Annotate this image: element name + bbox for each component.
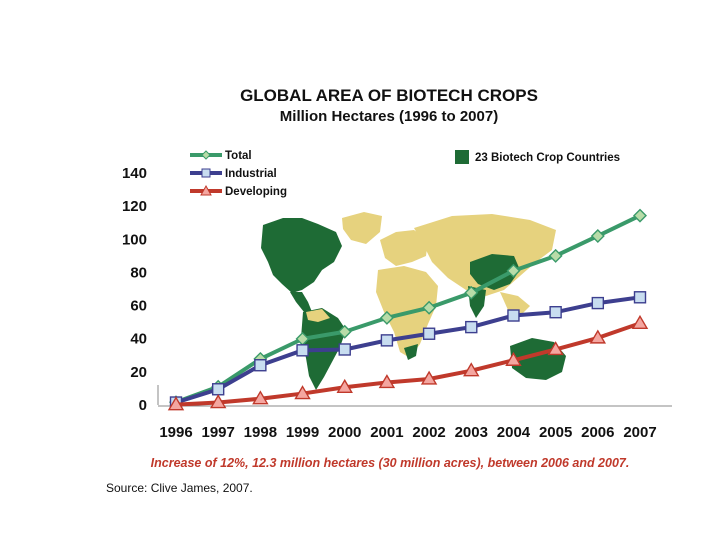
data-point-total xyxy=(506,263,521,278)
x-tick-label: 1997 xyxy=(201,424,234,441)
map-central-america xyxy=(290,292,312,312)
data-point-developing xyxy=(209,394,227,409)
data-point-industrial xyxy=(296,344,309,357)
x-tick-label: 2007 xyxy=(623,424,656,441)
map-greenland xyxy=(342,212,382,244)
legend-label-biotech-countries: 23 Biotech Crop Countries xyxy=(475,152,620,164)
data-point-industrial xyxy=(338,343,351,356)
data-point-total xyxy=(337,324,352,339)
y-tick-label: 60 xyxy=(130,298,147,315)
legend-label-industrial: Industrial xyxy=(225,168,277,180)
world-map-background xyxy=(261,212,566,390)
data-point-developing xyxy=(589,329,607,344)
chart-subtitle: Million Hectares (1996 to 2007) xyxy=(280,108,498,125)
data-point-developing xyxy=(505,351,522,366)
x-tick-label: 2006 xyxy=(581,424,614,441)
x-axis-ticks: 1996 1997 1998 1999 2000 2001 2002 2003 2004 2005… xyxy=(159,424,656,441)
data-point-industrial xyxy=(380,334,394,347)
y-tick-label: 140 xyxy=(122,165,147,182)
y-tick-label: 40 xyxy=(130,331,147,348)
data-point-developing xyxy=(294,385,311,400)
data-point-total xyxy=(422,300,437,315)
map-south-america-north xyxy=(306,309,330,322)
series-line-developing xyxy=(175,321,641,407)
data-point-industrial xyxy=(549,306,562,319)
data-point-industrial xyxy=(591,296,605,310)
y-tick-label: 120 xyxy=(122,198,147,215)
data-point-developing xyxy=(463,362,480,377)
data-point-industrial xyxy=(465,320,478,334)
x-tick-label: 2003 xyxy=(455,424,488,441)
axes xyxy=(157,385,672,407)
data-point-industrial xyxy=(507,309,520,322)
data-point-total xyxy=(464,285,479,300)
x-tick-label: 2002 xyxy=(412,424,445,441)
data-point-developing xyxy=(336,378,353,393)
data-point-developing xyxy=(547,341,564,356)
legend-item-developing: Developing xyxy=(190,184,287,198)
legend-label-developing: Developing xyxy=(225,186,287,198)
map-north-america xyxy=(261,218,342,293)
series-developing xyxy=(167,314,649,411)
legend-item-industrial: Industrial xyxy=(190,168,277,180)
series-layer xyxy=(167,208,649,411)
map-south-africa xyxy=(404,344,418,360)
biotech-country-swatch xyxy=(455,150,469,164)
map-europe xyxy=(380,230,428,266)
x-tick-label: 2000 xyxy=(328,424,361,441)
data-point-total xyxy=(590,228,605,243)
data-point-developing xyxy=(420,370,438,385)
chart-annotation: Increase of 12%, 12.3 million hectares (… xyxy=(151,456,630,470)
data-point-developing xyxy=(167,396,185,411)
data-point-industrial xyxy=(422,327,436,340)
series-line-industrial xyxy=(175,295,641,405)
chart-source: Source: Clive James, 2007. xyxy=(106,481,253,495)
y-tick-label: 20 xyxy=(130,364,147,381)
chart-title: GLOBAL AREA OF BIOTECH CROPS xyxy=(240,86,538,105)
data-point-developing xyxy=(378,374,396,389)
x-tick-label: 2005 xyxy=(539,424,572,441)
map-china xyxy=(470,254,520,290)
y-tick-label: 80 xyxy=(130,264,147,281)
x-tick-label: 1998 xyxy=(244,424,277,441)
map-asia xyxy=(414,214,556,296)
x-tick-label: 1999 xyxy=(286,424,319,441)
data-point-industrial xyxy=(633,291,647,304)
series-line-total xyxy=(175,213,641,405)
legend-label-total: Total xyxy=(225,150,252,162)
x-tick-label: 2004 xyxy=(497,424,531,441)
data-point-industrial xyxy=(211,383,225,396)
data-point-total xyxy=(633,208,647,223)
map-southeast-asia xyxy=(500,292,530,316)
legend-item-biotech-countries: 23 Biotech Crop Countries xyxy=(455,150,620,164)
series-industrial xyxy=(169,291,647,409)
data-point-developing xyxy=(252,390,269,405)
legend: Total Industrial Developing 23 Biotech C… xyxy=(190,150,620,198)
legend-item-total: Total xyxy=(190,150,252,162)
y-tick-label: 100 xyxy=(122,231,147,248)
data-point-industrial xyxy=(254,359,267,372)
y-tick-label: 0 xyxy=(139,397,147,414)
x-tick-label: 1996 xyxy=(159,424,192,441)
data-point-developing xyxy=(631,314,649,330)
data-point-total xyxy=(548,248,563,263)
y-axis-ticks: 0 20 40 60 80 100 120 140 xyxy=(122,165,147,414)
data-point-total xyxy=(379,310,394,325)
x-tick-label: 2001 xyxy=(370,424,403,441)
